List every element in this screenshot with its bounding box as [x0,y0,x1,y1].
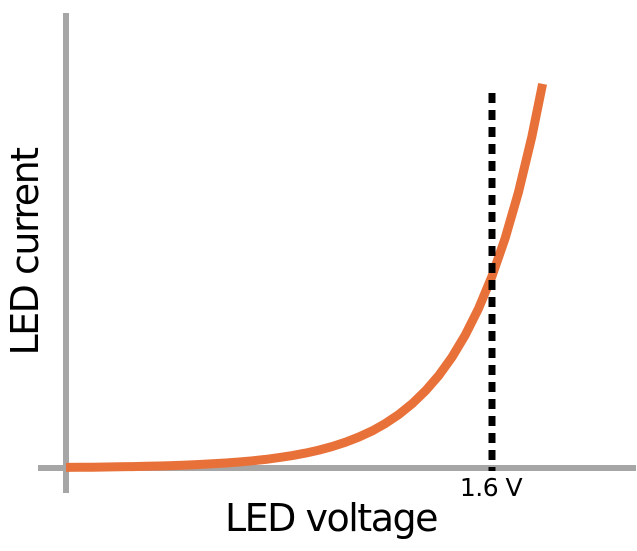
y-axis-label: LED current [3,148,47,356]
threshold-label: 1.6 V [460,473,523,502]
iv-curve [65,83,548,472]
x-axis-label: LED voltage [225,496,437,540]
